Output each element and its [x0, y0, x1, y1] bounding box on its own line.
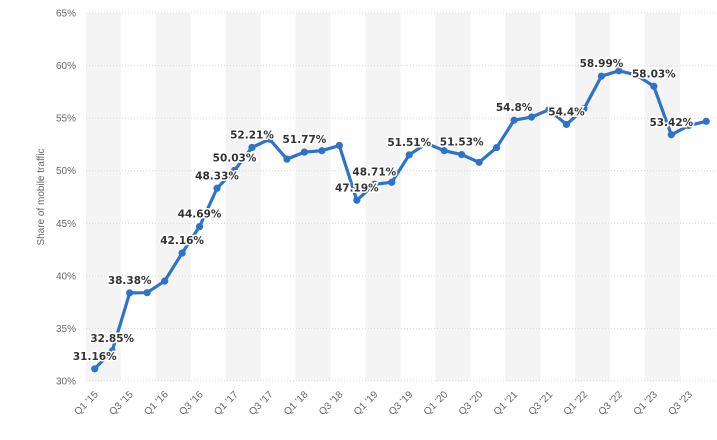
x-tick-label: Q3 '15	[107, 389, 136, 418]
data-label: 54.8%	[496, 102, 533, 114]
data-point	[143, 289, 151, 297]
x-tick-label: Q3 '20	[457, 389, 486, 418]
x-tick-label: Q3 '23	[667, 389, 696, 418]
x-tick-label: Q3 '19	[387, 389, 416, 418]
background-band	[645, 13, 681, 381]
y-axis-ticks: 30% 35% 40% 45% 50% 55% 60% 65%	[56, 9, 76, 388]
background-band	[435, 13, 471, 381]
data-label: 58.03%	[632, 68, 676, 80]
data-point	[283, 155, 291, 163]
x-tick-label: Q1 '19	[352, 389, 381, 418]
data-point	[527, 113, 536, 121]
data-point	[195, 222, 204, 231]
y-tick-label: 65%	[56, 9, 76, 20]
background-band	[86, 13, 121, 381]
alternating-bands	[86, 13, 681, 381]
background-band	[365, 13, 401, 381]
data-point	[562, 120, 571, 129]
x-tick-label: Q3 '21	[527, 389, 556, 418]
data-point	[632, 71, 640, 79]
data-point	[475, 158, 483, 166]
data-point	[702, 117, 710, 125]
x-tick-label: Q1 '18	[282, 389, 311, 418]
data-point	[178, 249, 186, 257]
data-label: 38.38%	[108, 275, 152, 287]
y-tick-label: 50%	[56, 166, 76, 177]
data-label: 32.85%	[90, 333, 134, 345]
data-point	[440, 147, 448, 155]
data-point	[650, 82, 658, 90]
data-label: 52.21%	[230, 129, 274, 141]
series-points	[91, 67, 710, 373]
x-tick-label: Q1 '22	[562, 389, 591, 418]
data-point	[353, 196, 361, 204]
data-point	[108, 347, 116, 355]
data-label: 48.71%	[352, 166, 396, 178]
data-point	[597, 72, 606, 80]
data-point	[370, 180, 378, 188]
x-tick-label: Q3 '18	[317, 389, 346, 418]
data-point	[230, 166, 239, 174]
x-tick-label: Q3 '22	[597, 389, 626, 418]
x-tick-label: Q3 '17	[247, 389, 276, 418]
data-label: 50.03%	[213, 152, 257, 164]
y-axis-label: Share of mobile traffic	[36, 148, 47, 245]
data-point	[580, 105, 588, 113]
x-axis-ticks: Q1 '15 Q3 '15 Q1 '16 Q3 '16 Q1 '17 Q3 '17 Q1 '…	[72, 389, 695, 418]
data-label: 51.51%	[387, 137, 431, 149]
data-point	[300, 148, 309, 156]
x-tick-label: Q1 '20	[422, 389, 451, 418]
x-tick-label: Q3 '16	[177, 389, 206, 418]
data-label: 42.16%	[160, 235, 204, 247]
x-tick-label: Q1 '21	[492, 389, 521, 418]
x-tick-label: Q1 '16	[142, 389, 171, 418]
data-point	[492, 143, 501, 152]
y-tick-label: 40%	[56, 271, 76, 282]
data-label: 47.19%	[335, 182, 379, 194]
data-point	[510, 116, 518, 124]
x-tick-label: Q1 '15	[72, 389, 101, 418]
background-band	[225, 13, 261, 381]
data-point	[91, 365, 99, 373]
data-point	[265, 135, 274, 143]
data-label: 44.69%	[178, 209, 222, 221]
data-point	[667, 131, 675, 139]
y-tick-label: 30%	[56, 377, 76, 388]
data-label: 53.42%	[649, 117, 693, 129]
data-point	[615, 67, 623, 75]
data-point	[458, 151, 466, 159]
x-tick-label: Q1 '23	[632, 389, 661, 418]
data-label: 54.4%	[548, 106, 585, 118]
data-label: 51.77%	[283, 134, 327, 146]
data-point	[685, 121, 693, 130]
data-point	[126, 289, 134, 297]
background-band	[295, 13, 331, 381]
data-point	[318, 147, 326, 155]
data-point	[161, 277, 169, 285]
data-point	[248, 143, 256, 152]
data-label: 48.33%	[195, 170, 239, 182]
data-point	[423, 139, 431, 147]
data-point	[213, 184, 221, 192]
data-label: 51.53%	[440, 137, 484, 149]
data-point	[405, 151, 413, 159]
data-point	[335, 141, 343, 150]
y-tick-label: 60%	[56, 61, 76, 72]
data-point	[388, 178, 396, 186]
y-tick-label: 55%	[56, 114, 76, 125]
x-tick-label: Q1 '17	[212, 389, 241, 418]
y-tick-label: 45%	[56, 219, 76, 230]
y-tick-label: 35%	[56, 324, 76, 335]
background-band	[155, 13, 191, 381]
background-band	[505, 13, 541, 381]
data-label: 58.99%	[580, 58, 624, 70]
data-labels: 31.16% 32.85% 38.38% 42.16% 44.69% 48.33% 50.0…	[71, 57, 695, 365]
data-point	[545, 106, 553, 114]
data-label: 31.16%	[73, 351, 117, 363]
